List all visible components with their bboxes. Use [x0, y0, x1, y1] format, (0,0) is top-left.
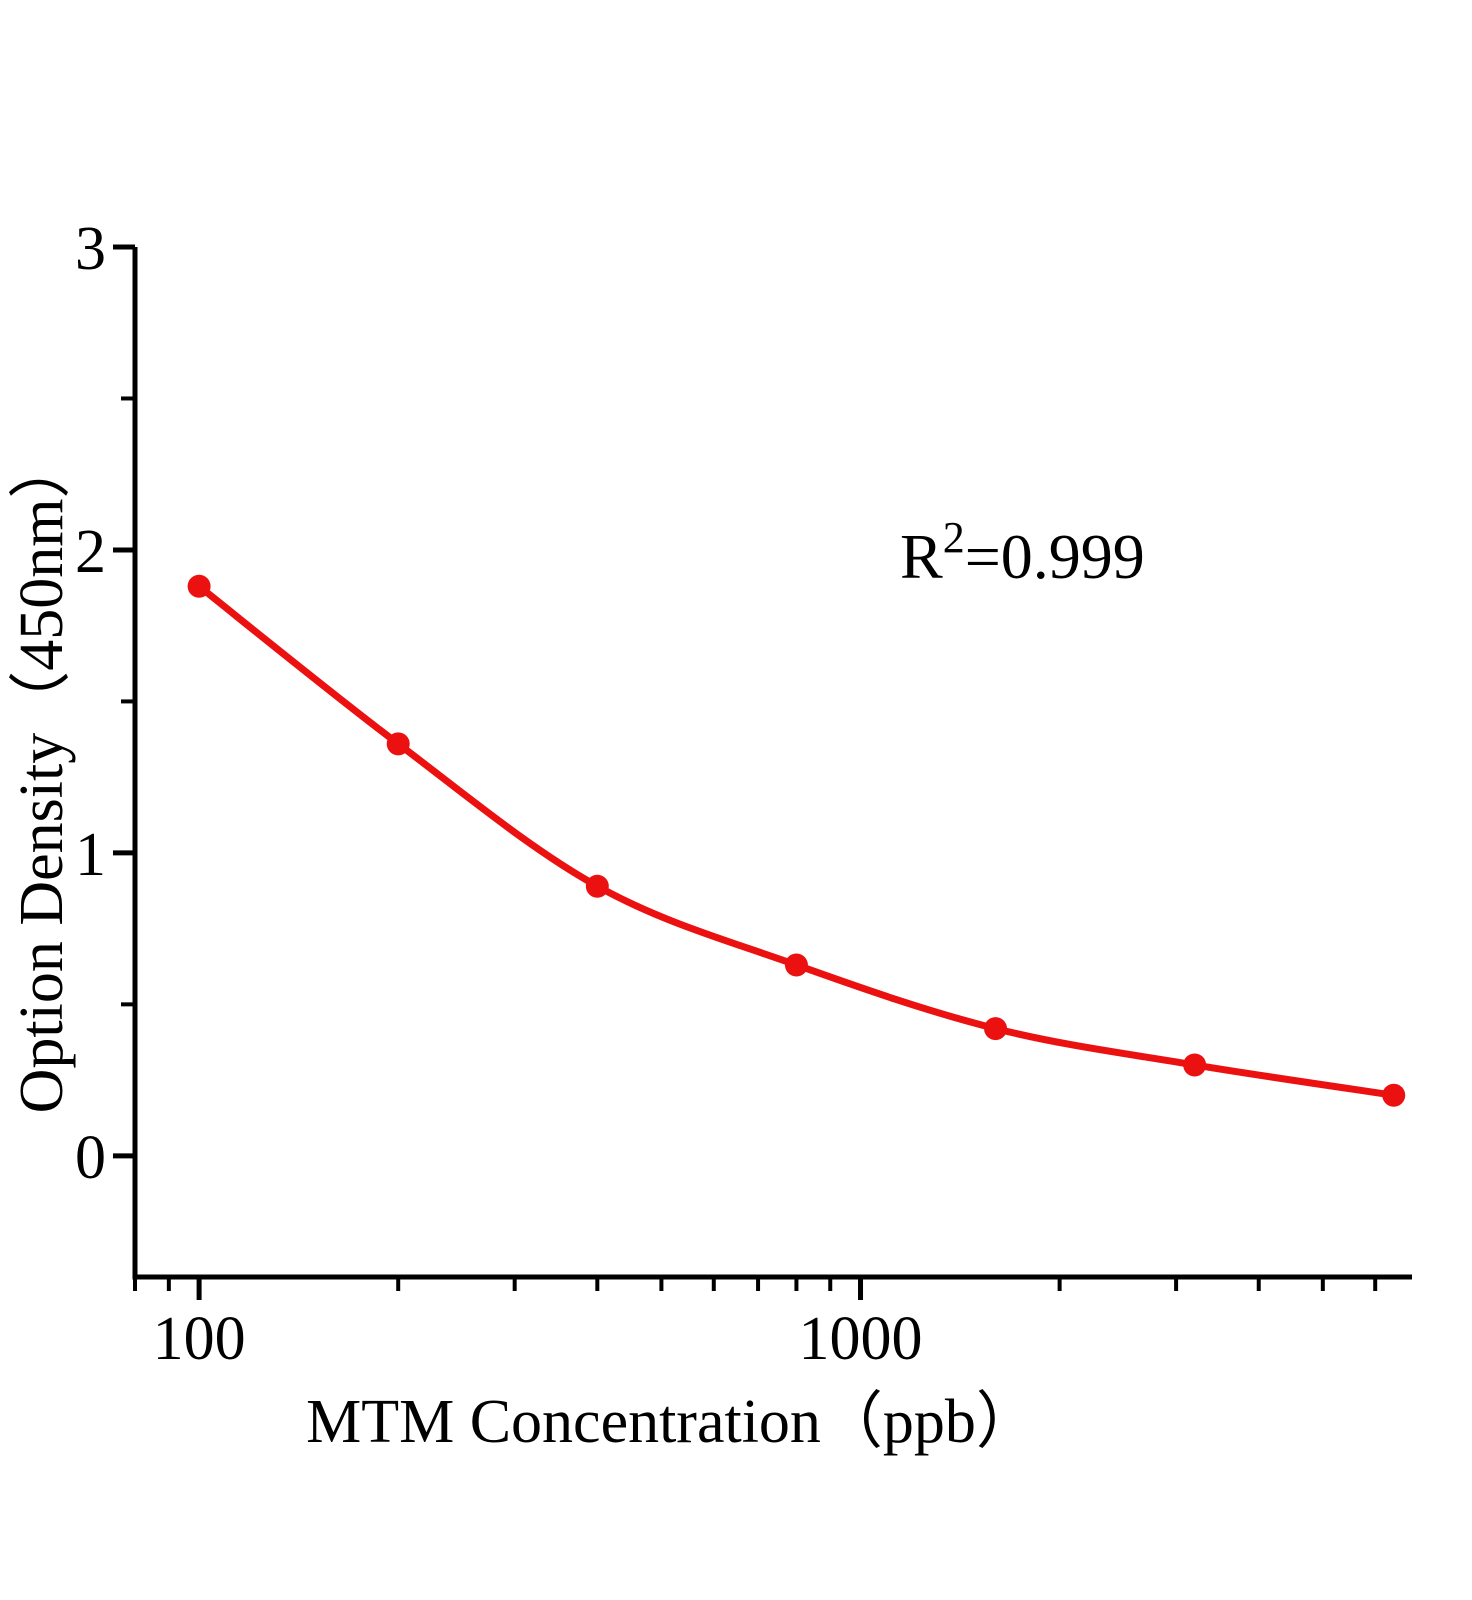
data-point-marker: [984, 1017, 1008, 1041]
axis-tick-labels: 0 1 2 3 100 1000: [75, 215, 923, 1373]
data-point-marker: [1382, 1083, 1406, 1107]
x-axis-title: MTM Concentration（ppb）: [306, 1388, 1038, 1456]
r-squared-annotation: R2=0.999: [900, 513, 1145, 592]
r2-value: =0.999: [965, 521, 1145, 592]
data-points: [187, 574, 1406, 1107]
y-tick-label: 0: [75, 1124, 106, 1192]
data-point-marker: [386, 732, 410, 756]
y-axis-title: Option Density（450nm）: [8, 437, 76, 1114]
y-tick-label: 2: [75, 518, 106, 586]
r2-exponent: 2: [943, 513, 965, 562]
data-point-marker: [585, 874, 609, 898]
data-point-marker: [784, 953, 808, 977]
data-point-marker: [187, 574, 211, 598]
r2-base: R: [900, 521, 943, 592]
curve-line: [195, 582, 1398, 1099]
axis-ticks: [113, 244, 1378, 1300]
data-point-marker: [1183, 1053, 1207, 1077]
y-tick-label: 3: [75, 215, 106, 283]
y-tick-label: 1: [75, 821, 106, 889]
x-tick-label: 1000: [799, 1305, 923, 1373]
axes-spines: [132, 247, 1412, 1280]
x-tick-label: 100: [153, 1305, 246, 1373]
